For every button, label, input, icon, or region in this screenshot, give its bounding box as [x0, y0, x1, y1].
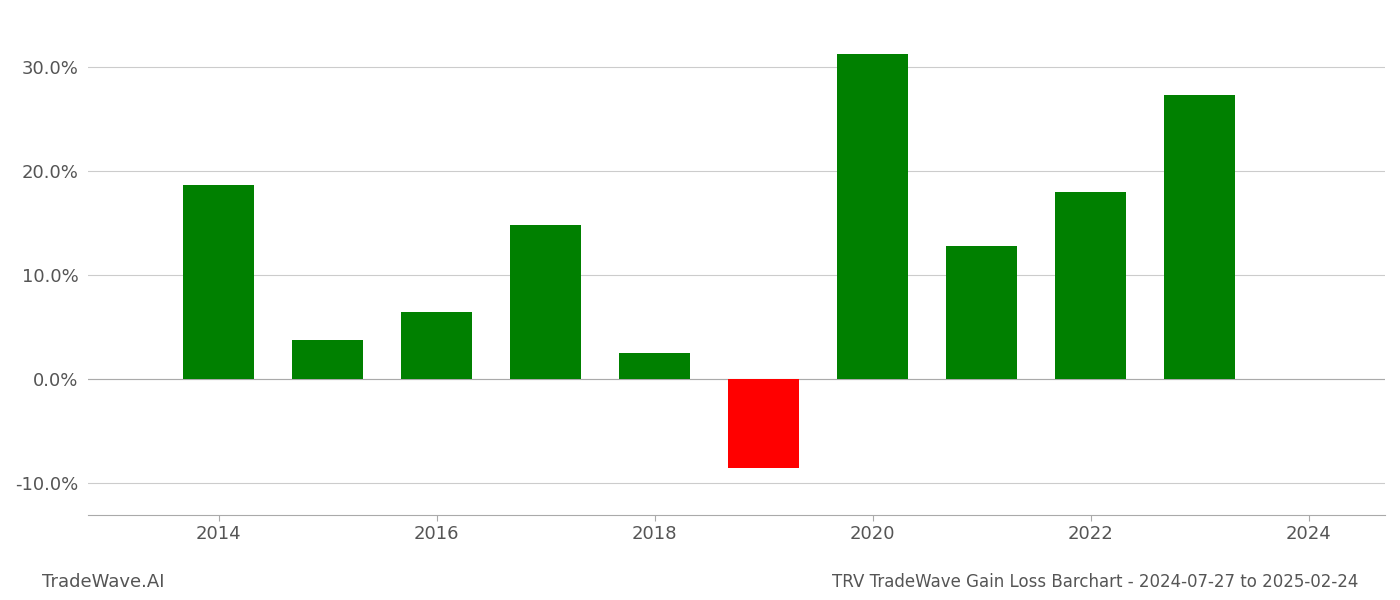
Bar: [402, 311, 472, 379]
Bar: [946, 246, 1018, 379]
Bar: [837, 53, 909, 379]
Text: TradeWave.AI: TradeWave.AI: [42, 573, 165, 591]
Text: TRV TradeWave Gain Loss Barchart - 2024-07-27 to 2025-02-24: TRV TradeWave Gain Loss Barchart - 2024-…: [832, 573, 1358, 591]
Bar: [619, 353, 690, 379]
Bar: [511, 225, 581, 379]
Bar: [183, 185, 255, 379]
Bar: [293, 340, 363, 379]
Bar: [728, 379, 799, 468]
Bar: [1165, 95, 1235, 379]
Bar: [1056, 192, 1126, 379]
